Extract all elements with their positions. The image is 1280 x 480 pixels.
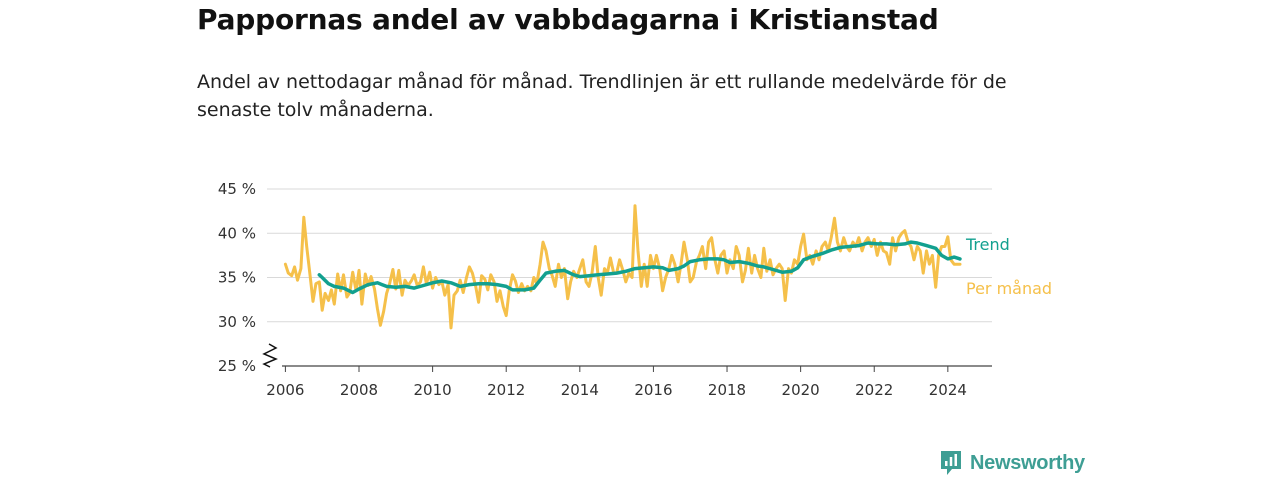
x-tick-label: 2012	[487, 381, 525, 399]
brand-logo: Newsworthy	[940, 450, 1085, 476]
chart-subtitle: Andel av nettodagar månad för månad. Tre…	[197, 71, 1007, 121]
y-tick-label: 25 %	[218, 357, 256, 375]
axis-break-marker	[262, 343, 278, 368]
x-axis: 2006 2008 2010 2012 2014 2016 2018 2020 2022 2024	[266, 365, 992, 399]
series-label-1: Trend	[965, 235, 1010, 254]
series-label-0: Per månad	[966, 279, 1052, 298]
x-tick-label: 2022	[855, 381, 893, 399]
y-tick-label: 35 %	[218, 269, 256, 287]
x-tick-label: 2006	[266, 381, 304, 399]
x-tick-label: 2008	[340, 381, 378, 399]
series-labels: Per månad Trend	[965, 235, 1052, 298]
axis-break-zigzag	[262, 343, 278, 368]
x-tick-label: 2010	[414, 381, 452, 399]
y-tick-label: 30 %	[218, 313, 256, 331]
series-lines	[283, 204, 962, 330]
series-line-1	[317, 240, 962, 295]
brand-name: Newsworthy	[970, 451, 1085, 474]
x-tick-label: 2014	[561, 381, 599, 399]
x-tick-label: 2024	[929, 381, 967, 399]
gridlines	[267, 188, 992, 323]
y-tick-label: 45 %	[218, 180, 256, 198]
x-tick-label: 2016	[634, 381, 672, 399]
newsworthy-logo-icon	[941, 451, 961, 475]
y-tick-label: 40 %	[218, 224, 256, 242]
x-tick-label: 2018	[708, 381, 746, 399]
chart-title: Pappornas andel av vabbdagarna i Kristia…	[197, 3, 939, 36]
series-line-0	[283, 204, 962, 330]
x-tick-label: 2020	[782, 381, 820, 399]
y-axis-tick-labels: 25 % 30 % 35 % 40 % 45 %	[218, 180, 256, 375]
